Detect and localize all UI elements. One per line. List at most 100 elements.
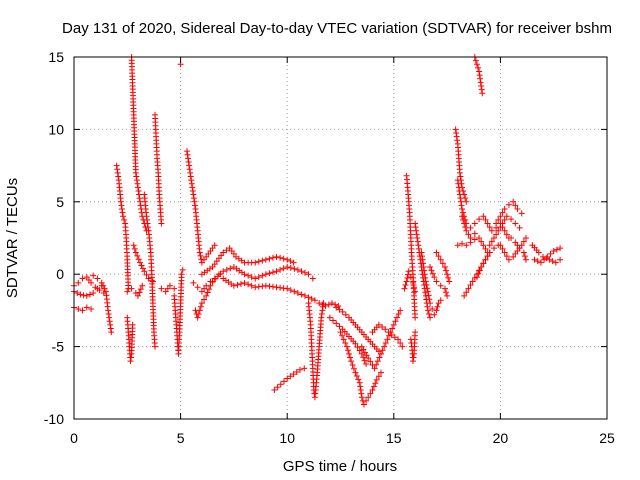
data-point bbox=[415, 242, 422, 249]
data-point bbox=[363, 360, 370, 367]
data-point bbox=[196, 307, 203, 314]
data-point bbox=[427, 300, 434, 307]
data-point bbox=[277, 254, 284, 261]
data-point bbox=[375, 373, 382, 380]
data-point bbox=[488, 238, 495, 245]
data-point bbox=[412, 224, 419, 231]
data-point bbox=[74, 290, 81, 297]
data-point bbox=[471, 230, 478, 237]
data-point bbox=[501, 249, 508, 256]
data-point bbox=[322, 303, 329, 310]
data-point bbox=[115, 173, 122, 180]
data-point bbox=[333, 320, 340, 327]
data-point bbox=[365, 355, 372, 362]
data-point bbox=[376, 354, 383, 361]
series-trace-10 bbox=[141, 191, 159, 350]
data-point bbox=[467, 239, 474, 246]
data-point bbox=[266, 270, 273, 277]
data-point bbox=[287, 258, 294, 265]
series-trace-33 bbox=[418, 249, 444, 318]
data-point bbox=[356, 379, 363, 386]
data-point bbox=[518, 210, 525, 217]
data-point bbox=[522, 235, 529, 241]
data-point bbox=[486, 249, 493, 256]
data-point bbox=[463, 289, 470, 296]
data-point bbox=[391, 334, 398, 341]
data-point bbox=[520, 249, 527, 256]
data-point bbox=[375, 321, 382, 328]
data-point bbox=[190, 195, 197, 202]
data-point bbox=[522, 256, 529, 263]
data-point bbox=[186, 166, 193, 173]
data-point bbox=[189, 184, 196, 191]
data-point bbox=[402, 282, 409, 289]
data-point bbox=[360, 401, 367, 408]
data-point bbox=[441, 263, 448, 270]
data-point bbox=[316, 300, 323, 307]
data-point bbox=[332, 301, 339, 308]
data-point bbox=[245, 272, 252, 279]
data-point bbox=[477, 79, 484, 86]
data-point bbox=[453, 130, 460, 137]
data-point bbox=[135, 256, 142, 263]
data-point bbox=[298, 291, 305, 298]
data-point bbox=[437, 297, 444, 304]
data-point bbox=[238, 280, 245, 287]
data-point bbox=[212, 275, 219, 282]
data-point bbox=[90, 290, 97, 297]
data-point bbox=[482, 256, 489, 263]
data-point bbox=[422, 274, 429, 281]
data-point bbox=[274, 384, 281, 391]
data-point bbox=[287, 287, 294, 294]
series-trace-39 bbox=[454, 236, 478, 249]
series-trace-29 bbox=[403, 172, 419, 321]
data-point bbox=[434, 303, 441, 310]
data-point bbox=[114, 169, 121, 176]
data-point bbox=[363, 397, 370, 404]
data-point bbox=[412, 329, 419, 336]
series-trace-23 bbox=[316, 300, 342, 310]
y-tick-label: 15 bbox=[48, 49, 64, 65]
data-point bbox=[420, 260, 427, 267]
data-point bbox=[399, 343, 406, 350]
data-point bbox=[426, 296, 433, 303]
data-point bbox=[424, 307, 431, 314]
data-point bbox=[472, 57, 479, 64]
series-trace-09 bbox=[130, 242, 156, 285]
data-point bbox=[234, 281, 241, 288]
x-tick-label: 15 bbox=[386, 430, 402, 446]
data-point bbox=[294, 290, 301, 297]
data-point bbox=[463, 242, 470, 249]
series-trace-08 bbox=[124, 282, 146, 299]
data-point bbox=[503, 231, 510, 238]
series-trace-24 bbox=[326, 314, 370, 367]
data-point bbox=[482, 245, 489, 252]
data-point bbox=[357, 387, 364, 394]
data-point bbox=[425, 311, 432, 318]
data-point bbox=[384, 336, 391, 343]
data-point bbox=[508, 216, 515, 223]
data-point bbox=[319, 301, 326, 308]
data-point bbox=[505, 201, 512, 208]
data-point bbox=[134, 180, 141, 187]
data-point bbox=[80, 292, 87, 299]
data-point bbox=[105, 307, 112, 314]
data-point bbox=[413, 227, 420, 234]
data-point bbox=[98, 279, 105, 286]
data-point bbox=[419, 256, 426, 263]
data-point bbox=[476, 267, 483, 274]
data-point bbox=[355, 376, 362, 383]
data-point bbox=[445, 274, 452, 281]
data-point bbox=[454, 177, 461, 184]
data-point bbox=[138, 262, 145, 269]
data-point bbox=[374, 358, 381, 365]
data-point bbox=[378, 350, 385, 357]
data-point bbox=[455, 180, 462, 187]
data-point bbox=[88, 279, 95, 286]
data-point bbox=[463, 198, 470, 205]
data-point bbox=[90, 272, 97, 279]
data-point bbox=[428, 267, 435, 274]
data-point bbox=[510, 198, 517, 205]
series-trace-20 bbox=[220, 275, 318, 304]
data-point bbox=[79, 307, 86, 314]
